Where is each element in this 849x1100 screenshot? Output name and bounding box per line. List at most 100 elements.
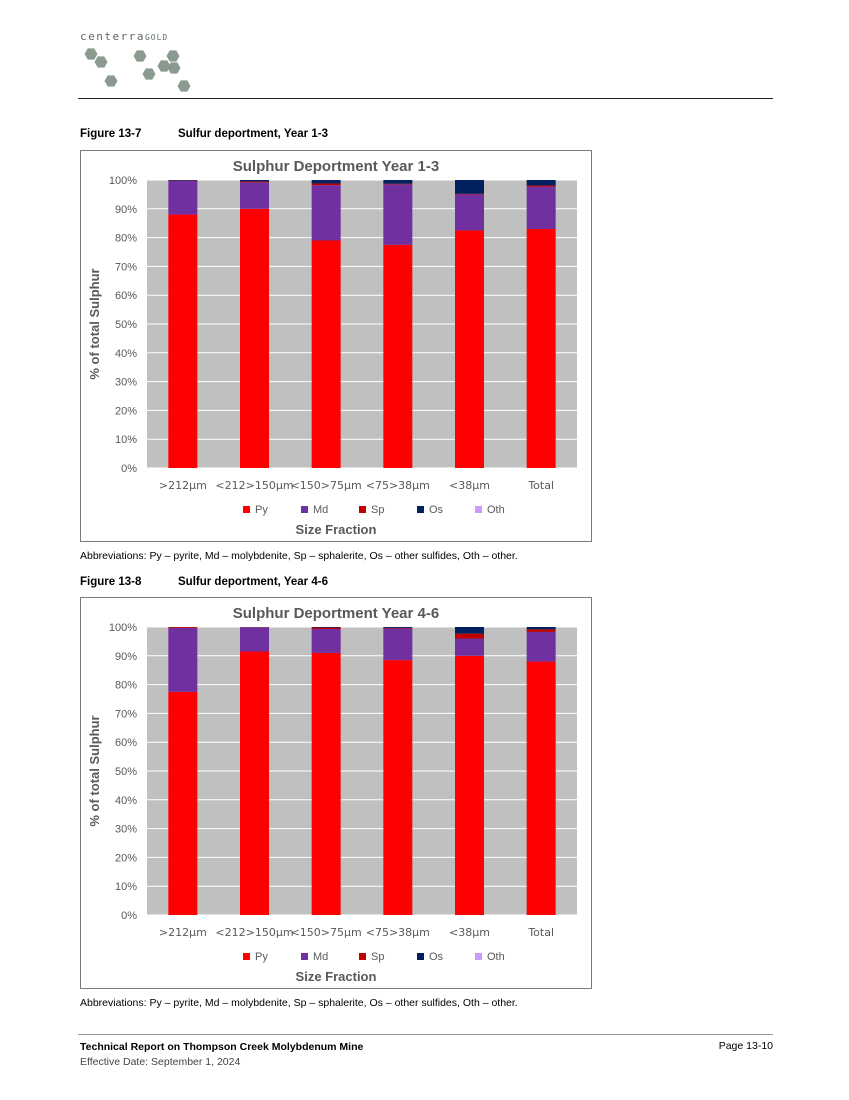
x-axis-label: Size Fraction bbox=[296, 969, 377, 984]
bar-segment-md bbox=[311, 629, 341, 653]
y-tick-label: 50% bbox=[115, 766, 137, 778]
legend-swatch-py bbox=[243, 953, 250, 960]
y-tick-label: 80% bbox=[115, 680, 137, 692]
bar-segment-sp bbox=[455, 193, 484, 195]
x-tick-label: >212µm bbox=[159, 479, 207, 492]
y-tick-label: 60% bbox=[115, 290, 137, 302]
legend-label: Py bbox=[255, 951, 268, 963]
bar-segment-sp bbox=[526, 185, 556, 187]
legend-swatch-os bbox=[417, 506, 424, 513]
footer-info: Technical Report on Thompson Creek Molyb… bbox=[80, 1040, 363, 1070]
figure-abbreviations: Abbreviations: Py – pyrite, Md – molybde… bbox=[80, 550, 518, 562]
chart-svg: Sulphur Deportment Year 4-6 0% 10% 20% 30% 40… bbox=[87, 605, 577, 984]
bar-segment-md bbox=[240, 627, 269, 652]
logo-hexagon bbox=[104, 75, 118, 87]
x-tick-label: Total bbox=[527, 926, 554, 939]
y-tick-label: 90% bbox=[115, 204, 137, 216]
bar-segment-sp bbox=[168, 627, 198, 628]
bar-segment-md bbox=[455, 638, 484, 656]
y-tick-label: 100% bbox=[109, 175, 137, 187]
logo-hexagon bbox=[84, 48, 98, 60]
bar-segment-os bbox=[311, 627, 341, 628]
bar-segment-sp bbox=[383, 183, 413, 185]
x-tick-label: <38µm bbox=[449, 479, 490, 492]
legend-swatch-oth bbox=[475, 506, 482, 513]
hexagon-cluster-icon bbox=[84, 48, 191, 92]
chart-svg: Sulphur Deportment Year 1-3 0% 10% 20% 30% 40… bbox=[87, 158, 577, 537]
bar-segment-md bbox=[526, 186, 556, 229]
bar-segment-os bbox=[383, 627, 413, 628]
legend-swatch-md bbox=[301, 506, 308, 513]
company-logo: centerraGOLD bbox=[80, 30, 210, 94]
chart-title: Sulphur Deportment Year 4-6 bbox=[233, 605, 439, 622]
bar-segment-os bbox=[526, 627, 556, 630]
x-tick-label: <75>38µm bbox=[366, 479, 430, 492]
bar-segment-py bbox=[240, 208, 269, 469]
bar-segment-md bbox=[383, 184, 413, 245]
y-tick-label: 0% bbox=[121, 463, 137, 475]
legend-swatch-sp bbox=[359, 953, 366, 960]
chart-sulphur-year-4-6: Sulphur Deportment Year 4-6 0% 10% 20% 30% 40… bbox=[80, 597, 592, 989]
x-tick-label: <212>150µm bbox=[215, 479, 293, 492]
legend-label: Oth bbox=[487, 951, 505, 963]
bar-segment-py bbox=[240, 651, 269, 915]
bar-segment-py bbox=[168, 214, 198, 468]
logo-hexagon bbox=[157, 60, 171, 72]
bar-segment-py bbox=[526, 228, 556, 468]
x-tick-label: Total bbox=[527, 479, 554, 492]
chart-sulphur-year-1-3: Sulphur Deportment Year 1-3 0% 10% 20% 30% 40… bbox=[80, 150, 592, 542]
y-tick-label: 20% bbox=[115, 852, 137, 864]
footer-divider bbox=[78, 1034, 773, 1035]
bar-segment-os bbox=[240, 180, 269, 182]
logo-hexagon bbox=[166, 50, 180, 62]
y-tick-label: 100% bbox=[109, 622, 137, 634]
bar-segment-py bbox=[311, 652, 341, 915]
header-divider bbox=[78, 98, 773, 99]
legend-label: Sp bbox=[371, 504, 384, 516]
figure-title: Sulfur deportment, Year 4-6 bbox=[178, 576, 328, 588]
bar-segment-py bbox=[455, 655, 484, 915]
logo-wordmark: centerraGOLD bbox=[80, 30, 168, 43]
bar-segment-py bbox=[383, 244, 413, 468]
chart-title: Sulphur Deportment Year 1-3 bbox=[233, 158, 439, 175]
bar-segment-os bbox=[168, 180, 198, 181]
bar-segment-os bbox=[383, 180, 413, 184]
x-tick-label: <212>150µm bbox=[215, 926, 293, 939]
legend-label: Os bbox=[429, 951, 444, 963]
bar-segment-md bbox=[168, 627, 198, 692]
bar-segment-os bbox=[455, 180, 484, 194]
bar-segment-py bbox=[168, 691, 198, 915]
bar-segment-py bbox=[383, 660, 413, 915]
y-tick-label: 30% bbox=[115, 377, 137, 389]
figure-title: Sulfur deportment, Year 1-3 bbox=[178, 128, 328, 140]
bar-segment-sp bbox=[383, 627, 413, 629]
logo-wordmark-sub: GOLD bbox=[144, 33, 169, 42]
x-tick-label: <38µm bbox=[449, 926, 490, 939]
y-tick-label: 70% bbox=[115, 708, 137, 720]
y-tick-label: 0% bbox=[121, 910, 137, 922]
bar-segment-md bbox=[455, 194, 484, 231]
y-tick-label: 10% bbox=[115, 434, 137, 446]
logo-hexagon bbox=[142, 68, 156, 80]
figure-caption-2: Figure 13-8 Sulfur deportment, Year 4-6 bbox=[80, 576, 328, 588]
logo-hexagon bbox=[167, 62, 181, 74]
bar-segment-md bbox=[240, 182, 269, 209]
y-axis-label: % of total Sulphur bbox=[87, 715, 102, 826]
legend-label: Py bbox=[255, 504, 268, 516]
x-axis-label: Size Fraction bbox=[296, 522, 377, 537]
y-tick-label: 30% bbox=[115, 824, 137, 836]
logo-wordmark-main: centerra bbox=[80, 30, 145, 43]
legend-swatch-md bbox=[301, 953, 308, 960]
bar-segment-sp bbox=[311, 627, 341, 630]
bar-segment-sp bbox=[311, 183, 341, 186]
figure-caption-1: Figure 13-7 Sulfur deportment, Year 1-3 bbox=[80, 128, 328, 140]
legend-label: Os bbox=[429, 504, 444, 516]
y-tick-label: 20% bbox=[115, 405, 137, 417]
bar-segment-md bbox=[383, 628, 413, 661]
bar-segment-sp bbox=[455, 633, 484, 639]
bar-segment-py bbox=[526, 661, 556, 915]
bar-segment-py bbox=[311, 240, 341, 468]
logo-hexagon bbox=[94, 56, 108, 68]
y-axis-label: % of total Sulphur bbox=[87, 268, 102, 379]
x-tick-label: >212µm bbox=[159, 926, 207, 939]
